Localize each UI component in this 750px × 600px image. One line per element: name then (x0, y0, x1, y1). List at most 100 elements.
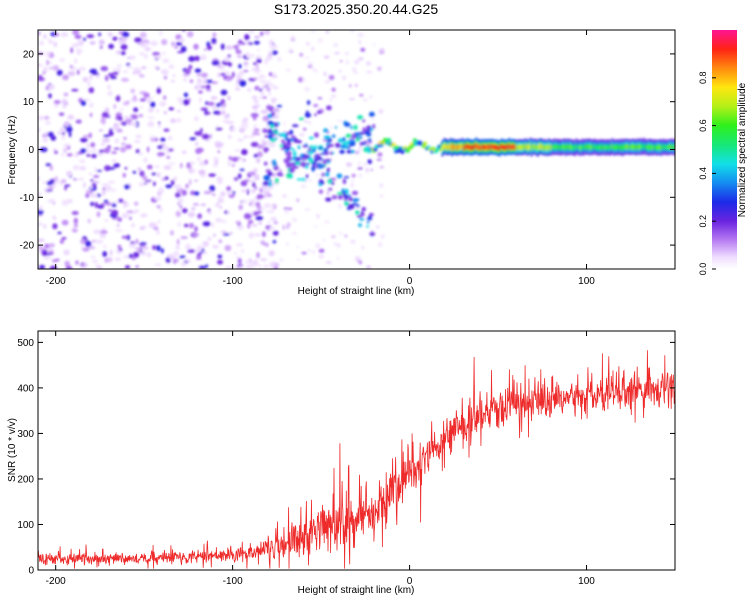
heatmap-cell (258, 78, 262, 81)
heatmap-cell (188, 56, 196, 62)
heatmap-cell (71, 211, 79, 215)
heatmap-cell (318, 248, 325, 253)
heatmap-cell (178, 100, 184, 105)
heatmap-cell (215, 202, 220, 208)
heatmap-cell (295, 140, 303, 144)
heatmap-cell (153, 196, 162, 201)
heatmap-cell (257, 144, 264, 149)
heatmap-cell (337, 194, 343, 200)
heatmap-cell (275, 130, 279, 136)
heatmap-cell (41, 249, 49, 257)
heatmap-cell (325, 171, 330, 177)
heatmap-cell (173, 176, 178, 181)
heatmap-cell (277, 122, 280, 126)
heatmap-cell (80, 100, 87, 106)
heatmap-cell (641, 144, 643, 150)
heatmap-cell (326, 167, 330, 173)
heatmap-cell (121, 201, 128, 204)
heatmap-cell (338, 69, 342, 73)
heatmap-cell (96, 265, 103, 269)
heatmap-cell (272, 230, 279, 236)
heatmap-cell (635, 144, 638, 150)
snr-x-tick-label: 0 (407, 576, 413, 587)
heatmap-cell (475, 142, 478, 148)
heatmap-cell (365, 145, 370, 150)
heatmap-cell (235, 49, 242, 55)
heatmap-cell (307, 248, 311, 253)
heatmap-cell (114, 138, 120, 144)
heatmap-cell (212, 162, 218, 168)
heatmap-cell (85, 193, 90, 198)
heatmap-cell (268, 72, 273, 77)
heatmap-cell (357, 115, 364, 120)
heatmap-cell (77, 39, 84, 47)
heatmap-cell (296, 258, 301, 261)
heatmap-cell (175, 192, 181, 198)
heatmap-cell (305, 174, 309, 179)
heatmap-cell (175, 210, 181, 217)
heatmap-cell (150, 139, 156, 143)
heatmap-cell (248, 80, 252, 84)
heatmap-cell (655, 145, 658, 151)
heatmap-cell (282, 224, 285, 230)
heatmap-cell (315, 173, 319, 177)
heatmap-cell (376, 225, 380, 229)
heatmap-cell (117, 116, 123, 121)
heatmap-cell (184, 223, 189, 228)
heatmap-cell (378, 108, 384, 114)
heatmap-cell (136, 249, 141, 253)
heatmap-cell (262, 128, 269, 133)
heatmap-cell (154, 55, 162, 59)
heatmap-cell (295, 157, 302, 161)
heatmap-cell (105, 201, 111, 206)
heatmap-cell (259, 187, 264, 193)
heatmap-cell (579, 145, 582, 151)
heatmap-cell (38, 127, 41, 133)
heatmap-cell (358, 40, 362, 45)
heatmap-cell (95, 239, 104, 244)
heatmap-cell (317, 38, 324, 43)
heatmap-cell (194, 226, 198, 232)
heatmap-cell (328, 187, 333, 191)
heatmap-cell (38, 245, 43, 250)
heatmap-cell (274, 178, 279, 184)
heatmap-cell (337, 257, 340, 260)
heatmap-cell (222, 233, 230, 236)
heatmap-cell (221, 110, 226, 115)
heatmap-cell (140, 105, 144, 109)
heatmap-cell (254, 35, 260, 39)
heatmap-cell (39, 147, 48, 153)
heatmap-cell (46, 59, 49, 66)
heatmap-cell (441, 146, 444, 152)
heatmap-cell (248, 232, 254, 239)
heatmap-cell (45, 189, 53, 192)
heatmap-cell (513, 144, 516, 150)
heatmap-cell (88, 132, 92, 139)
heatmap-cell (112, 71, 119, 76)
heatmap-cell (215, 141, 223, 149)
heatmap-cell (217, 179, 223, 185)
heatmap-cell (263, 264, 269, 268)
heatmap-cell (198, 169, 206, 175)
heatmap-cell (55, 258, 60, 262)
heatmap-cell (444, 143, 447, 149)
heatmap-cell (280, 147, 285, 150)
heatmap-cell (652, 144, 655, 150)
heatmap-cell (213, 233, 216, 237)
heatmap-cell (305, 154, 311, 159)
heatmap-y-tick-label: -10 (20, 193, 35, 204)
heatmap-cell (318, 183, 322, 187)
heatmap-cell (170, 230, 174, 236)
heatmap-cell (483, 145, 486, 151)
heatmap-cell (348, 197, 353, 202)
heatmap-y-tick-label: 10 (23, 97, 35, 108)
heatmap-cell (368, 215, 372, 221)
heatmap-cell (97, 204, 105, 209)
heatmap-cell (101, 203, 106, 206)
heatmap-cell (227, 211, 230, 215)
heatmap-cell (52, 223, 58, 230)
heatmap-cell (276, 56, 282, 62)
heatmap-cell (255, 55, 262, 60)
heatmap-cell (102, 227, 106, 231)
heatmap-cell (308, 61, 313, 66)
